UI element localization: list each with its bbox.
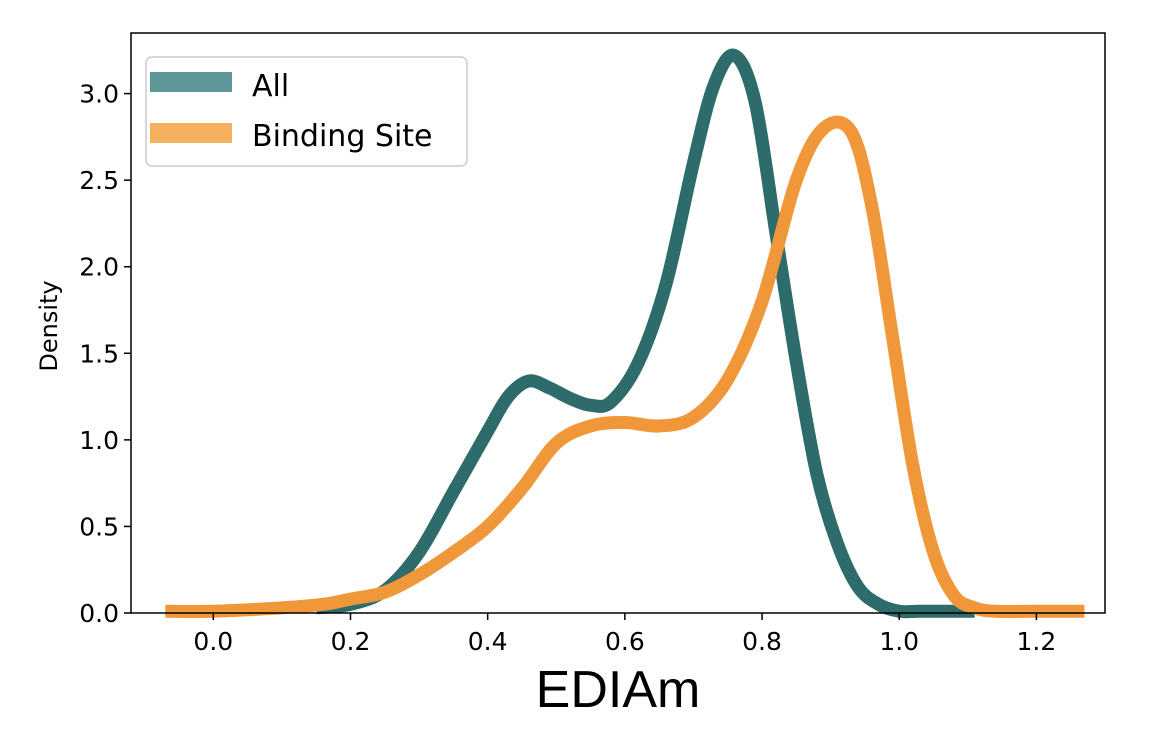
plot-frame [130, 32, 1106, 614]
ticks-layer: 0.0 0.2 0.4 0.6 0.8 1.0 1.2 0.0 0.5 1.0 1.5 2.0 2.5 3… [79, 80, 1056, 656]
x-tick-label: 0.4 [468, 627, 508, 656]
y-tick-label: 0.0 [79, 599, 119, 628]
x-tick-label: 0.8 [742, 627, 782, 656]
y-tick-label: 3.0 [79, 80, 119, 109]
x-axis-label: EDIAm [536, 661, 701, 719]
x-tick-label: 0.0 [193, 627, 233, 656]
y-tick-label: 0.5 [79, 512, 119, 541]
series-line-all [315, 48, 975, 619]
legend-swatch-all [150, 72, 232, 92]
legend-swatch-binding-site [150, 123, 232, 143]
y-tick-label: 1.0 [79, 426, 119, 455]
y-axis-label: Density [35, 280, 63, 371]
y-tick-label: 2.0 [79, 253, 119, 282]
legend: All Binding Site [145, 56, 468, 167]
x-tick-label: 0.6 [605, 627, 645, 656]
x-tick-label: 1.0 [879, 627, 919, 656]
y-tick-label: 1.5 [79, 339, 119, 368]
series-layer [165, 48, 1085, 619]
x-tick-label: 0.2 [331, 627, 371, 656]
series-line-binding-site [165, 115, 1085, 619]
y-tick-label: 2.5 [79, 166, 119, 195]
legend-label-binding-site: Binding Site [252, 119, 433, 154]
legend-label-all: All [252, 69, 289, 104]
x-tick-label: 1.2 [1017, 627, 1057, 656]
